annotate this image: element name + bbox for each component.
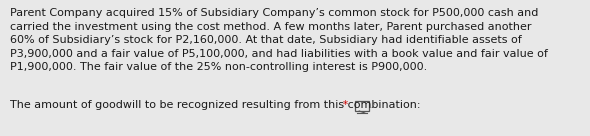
Text: ♪: ♪	[370, 103, 375, 109]
Text: Parent Company acquired 15% of Subsidiary Company’s common stock for P500,000 ca: Parent Company acquired 15% of Subsidiar…	[10, 8, 548, 72]
Text: *: *	[343, 100, 348, 110]
Text: The amount of goodwill to be recognized resulting from this combination:: The amount of goodwill to be recognized …	[10, 100, 421, 110]
FancyBboxPatch shape	[355, 101, 369, 111]
